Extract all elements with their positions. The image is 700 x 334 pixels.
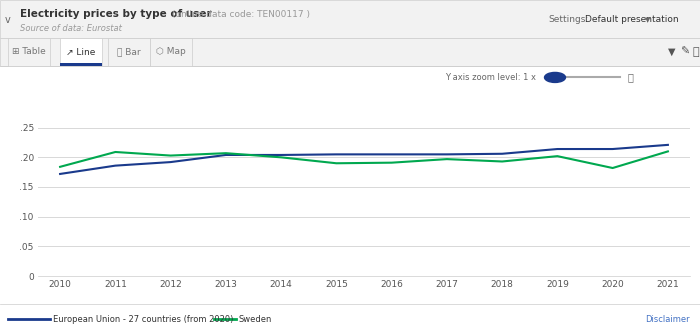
Text: ⓘ: ⓘ — [693, 47, 699, 57]
Text: ▼: ▼ — [668, 47, 676, 57]
Text: ⊞ Table: ⊞ Table — [12, 47, 46, 56]
Text: Y axis zoom level: 1 x: Y axis zoom level: 1 x — [445, 73, 536, 82]
Text: ↗ Line: ↗ Line — [66, 47, 96, 56]
Text: European Union - 27 countries (from 2020): European Union - 27 countries (from 2020… — [53, 315, 233, 324]
Text: Sweden: Sweden — [239, 315, 272, 324]
Text: 🔍: 🔍 — [628, 72, 634, 82]
Text: ✎: ✎ — [680, 47, 690, 57]
Text: (online data code: TEN00117 ): (online data code: TEN00117 ) — [172, 10, 310, 19]
Text: ⬛ Bar: ⬛ Bar — [117, 47, 141, 56]
Text: Electricity prices by type of user: Electricity prices by type of user — [20, 9, 211, 19]
Text: Source of data: Eurostat: Source of data: Eurostat — [20, 24, 122, 33]
Text: Disclaimer: Disclaimer — [645, 315, 690, 324]
Text: Settings:: Settings: — [548, 15, 588, 24]
Text: Default presentation: Default presentation — [585, 15, 678, 24]
Text: ▼: ▼ — [645, 17, 651, 23]
Text: v: v — [5, 15, 11, 25]
Text: ⬡ Map: ⬡ Map — [156, 47, 186, 56]
